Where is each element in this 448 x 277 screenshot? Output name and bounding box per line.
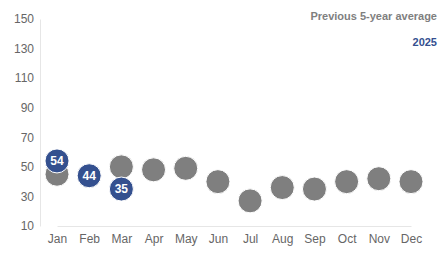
x-tick-label: Aug	[272, 232, 293, 246]
x-axis-line	[58, 226, 412, 227]
dot	[142, 158, 166, 182]
x-tick: Dec	[401, 226, 422, 246]
dot	[367, 167, 391, 191]
y-tick-label: 50	[21, 160, 35, 174]
x-tick: Mar	[112, 226, 133, 246]
series	[45, 155, 423, 213]
x-tick-label: Jun	[209, 232, 228, 246]
dot	[302, 177, 326, 201]
dot	[109, 155, 133, 179]
x-tick: Nov	[369, 226, 390, 246]
legend-entry: Previous 5-year average	[310, 10, 437, 22]
data-label: 44	[83, 169, 97, 183]
x-tick: Jul	[243, 226, 258, 246]
x-tick-label: Oct	[338, 232, 357, 246]
x-tick: Apr	[145, 226, 164, 246]
x-tick: Feb	[79, 226, 100, 246]
y-tick: 30	[21, 190, 40, 204]
y-tick: 90	[21, 101, 40, 115]
y-tick-label: 110	[15, 71, 34, 85]
dot	[238, 189, 262, 213]
y-axis: 10 30 50 70 90 110 130 150	[14, 12, 41, 233]
y-tick-label: 150	[14, 12, 34, 26]
dot	[399, 170, 423, 194]
x-axis: Jan Feb Mar Apr May Jun Jul Aug Sep Oct Nov Dec	[48, 226, 422, 246]
dot	[206, 170, 230, 194]
y-tick: 150	[14, 12, 40, 26]
data-label: 54	[50, 154, 64, 168]
x-tick: Sep	[304, 226, 326, 246]
x-tick-label: Apr	[145, 232, 164, 246]
legend-entry: 2025	[413, 36, 437, 48]
y-tick-label: 10	[21, 219, 35, 233]
x-tick-label: Dec	[401, 232, 422, 246]
x-tick-label: Feb	[79, 232, 100, 246]
y-tick-label: 30	[21, 190, 35, 204]
plot-area	[45, 149, 423, 213]
y-tick: 110	[15, 71, 40, 85]
dot	[77, 164, 101, 188]
x-tick-label: Jan	[48, 232, 67, 246]
series	[45, 149, 133, 201]
dot	[174, 156, 198, 180]
dot	[45, 149, 69, 173]
y-tick: 130	[14, 42, 40, 56]
x-tick: Aug	[272, 226, 293, 246]
data-labels: 54 44 35	[50, 154, 128, 196]
x-tick: May	[175, 226, 198, 246]
chart: 10 30 50 70 90 110 130 150 Jan Feb Mar Apr May Jun Jul…	[0, 0, 448, 277]
x-tick-label: May	[175, 232, 198, 246]
x-tick-label: Mar	[112, 232, 133, 246]
x-tick-label: Nov	[369, 232, 390, 246]
dot	[270, 176, 294, 200]
x-tick-label: Sep	[304, 232, 326, 246]
data-label: 35	[115, 182, 129, 196]
y-tick-label: 130	[14, 42, 34, 56]
x-tick-label: Jul	[243, 232, 258, 246]
y-axis-line	[40, 20, 41, 227]
dot	[109, 177, 133, 201]
x-tick: Oct	[338, 226, 357, 246]
dot	[77, 164, 101, 188]
y-tick: 70	[21, 131, 40, 145]
x-tick: Jan	[48, 226, 67, 246]
y-tick: 10	[21, 219, 40, 233]
y-tick: 50	[21, 160, 40, 174]
y-tick-label: 90	[21, 101, 35, 115]
x-tick: Jun	[209, 226, 228, 246]
legend: Previous 5-year average 2025	[310, 10, 437, 48]
y-tick-label: 70	[21, 131, 35, 145]
dot	[335, 170, 359, 194]
